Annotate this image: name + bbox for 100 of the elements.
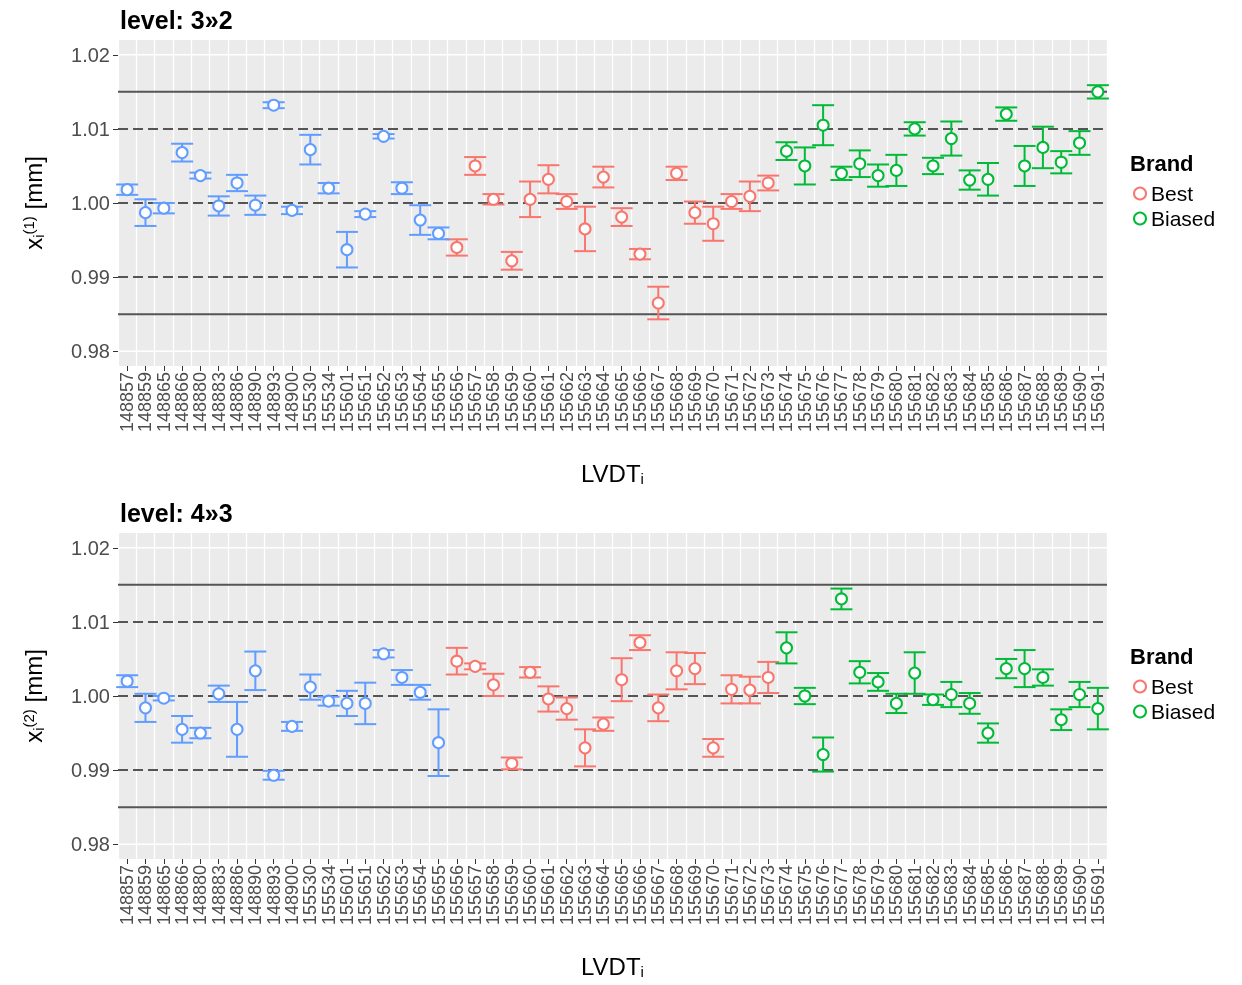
- x-tick-label: 155673: [758, 372, 779, 433]
- x-tick-label: 155674: [776, 372, 797, 433]
- x-tick-label: 148886: [227, 372, 248, 433]
- x-tick-label: 148880: [190, 865, 211, 926]
- x-tick-label: 155682: [923, 372, 944, 433]
- x-tick-label: 155675: [794, 865, 815, 926]
- x-tick-label: 155670: [703, 865, 724, 926]
- x-tick-label: 155679: [868, 865, 889, 926]
- x-tick-label: 155691: [1087, 372, 1108, 433]
- x-tick-label: 148890: [245, 372, 266, 433]
- y-tick-label: 1.00: [71, 192, 110, 214]
- x-tick-label: 155684: [959, 865, 980, 926]
- x-tick-label: 155666: [629, 865, 650, 926]
- x-tick-label: 155673: [758, 865, 779, 926]
- x-tick-label: 155688: [1032, 865, 1053, 926]
- x-tick-label: 155653: [391, 372, 412, 433]
- legend-label: Best: [1151, 182, 1194, 205]
- x-tick-label: 155680: [886, 372, 907, 433]
- x-tick-label: 155689: [1051, 372, 1072, 433]
- x-tick-label: 155659: [501, 865, 522, 926]
- x-tick-label: 155685: [977, 865, 998, 926]
- x-tick-label: 155674: [776, 865, 797, 926]
- x-tick-label: 155668: [666, 865, 687, 926]
- x-tick-label: 155530: [300, 865, 321, 926]
- x-tick-label: 155671: [721, 865, 742, 926]
- x-tick-label: 155682: [923, 865, 944, 926]
- x-tick-label: 155662: [556, 865, 577, 926]
- x-tick-label: 155658: [483, 865, 504, 926]
- x-tick-label: 155655: [428, 372, 449, 433]
- x-tick-label: 155654: [410, 865, 431, 926]
- y-tick-label: 1.01: [71, 117, 110, 140]
- x-tick-label: 148886: [227, 865, 248, 926]
- x-tick-label: 148865: [153, 865, 174, 926]
- x-tick-label: 155690: [1069, 372, 1090, 433]
- y-tick-label: 0.99: [71, 759, 110, 782]
- x-tick-label: 155664: [593, 865, 614, 926]
- x-tick-label: 148857: [117, 372, 138, 433]
- y-tick-label: 0.98: [71, 833, 110, 856]
- x-tick-label: 155678: [849, 372, 870, 433]
- x-tick-label: 155672: [739, 865, 760, 926]
- x-tick-label: 155684: [959, 372, 980, 433]
- x-tick-label: 148859: [135, 372, 156, 433]
- x-tick-label: 155669: [684, 372, 705, 433]
- x-tick-label: 155681: [904, 372, 925, 433]
- x-tick-label: 155660: [520, 372, 541, 433]
- chart-title: level: 4»3: [120, 498, 233, 527]
- x-tick-label: 155687: [1014, 865, 1035, 926]
- x-tick-label: 155530: [300, 372, 321, 433]
- x-tick-label: 155669: [684, 865, 705, 926]
- x-tick-label: 155690: [1069, 865, 1090, 926]
- x-tick-label: 155687: [1014, 372, 1035, 433]
- x-tick-label: 155661: [538, 865, 559, 926]
- x-tick-label: 155676: [813, 865, 834, 926]
- x-tick-label: 155670: [703, 372, 724, 433]
- x-tick-label: 155657: [465, 865, 486, 926]
- x-tick-label: 155681: [904, 865, 925, 926]
- x-tick-label: 155651: [355, 372, 376, 433]
- x-tick-label: 155679: [868, 372, 889, 433]
- x-tick-label: 155667: [648, 372, 669, 433]
- x-tick-label: 155677: [831, 372, 852, 433]
- legend-label: Biased: [1151, 700, 1216, 723]
- x-tick-label: 155534: [318, 372, 339, 433]
- x-tick-label: 148866: [172, 372, 193, 433]
- x-tick-label: 148866: [172, 865, 193, 926]
- x-tick-label: 155668: [666, 372, 687, 433]
- legend-title: Brand: [1130, 643, 1194, 669]
- x-tick-label: 155658: [483, 372, 504, 433]
- x-tick-label: 155676: [813, 372, 834, 433]
- x-tick-label: 148890: [245, 865, 266, 926]
- x-tick-label: 155601: [336, 865, 357, 926]
- x-tick-label: 155689: [1051, 865, 1072, 926]
- x-tick-label: 155662: [556, 372, 577, 433]
- x-tick-label: 148883: [208, 865, 229, 926]
- x-tick-label: 155671: [721, 372, 742, 433]
- x-tick-label: 155656: [446, 372, 467, 433]
- y-tick-label: 1.02: [71, 43, 110, 66]
- x-tick-label: 148893: [263, 372, 284, 433]
- y-tick-label: 0.99: [71, 266, 110, 289]
- x-tick-label: 155675: [794, 372, 815, 433]
- x-tick-label: 155660: [520, 865, 541, 926]
- y-tick-label: 1.02: [71, 536, 110, 559]
- chart-title: level: 3»2: [120, 5, 233, 34]
- x-tick-label: 155653: [391, 865, 412, 926]
- legend-label: Best: [1151, 675, 1194, 698]
- x-axis-title: LVDTi: [581, 953, 644, 980]
- x-tick-label: 155654: [410, 372, 431, 433]
- x-tick-label: 155678: [849, 865, 870, 926]
- x-tick-label: 155685: [977, 372, 998, 433]
- x-tick-label: 155677: [831, 865, 852, 926]
- x-tick-label: 155688: [1032, 372, 1053, 433]
- y-tick-label: 1.01: [71, 610, 110, 633]
- y-tick-label: 1.00: [71, 685, 110, 707]
- x-tick-label: 155656: [446, 865, 467, 926]
- x-tick-label: 155655: [428, 865, 449, 926]
- x-tick-label: 155666: [629, 372, 650, 433]
- x-tick-label: 155665: [611, 372, 632, 433]
- x-tick-label: 155657: [465, 372, 486, 433]
- legend-title: Brand: [1130, 150, 1194, 176]
- x-tick-label: 148857: [117, 865, 138, 926]
- x-tick-label: 155601: [336, 372, 357, 433]
